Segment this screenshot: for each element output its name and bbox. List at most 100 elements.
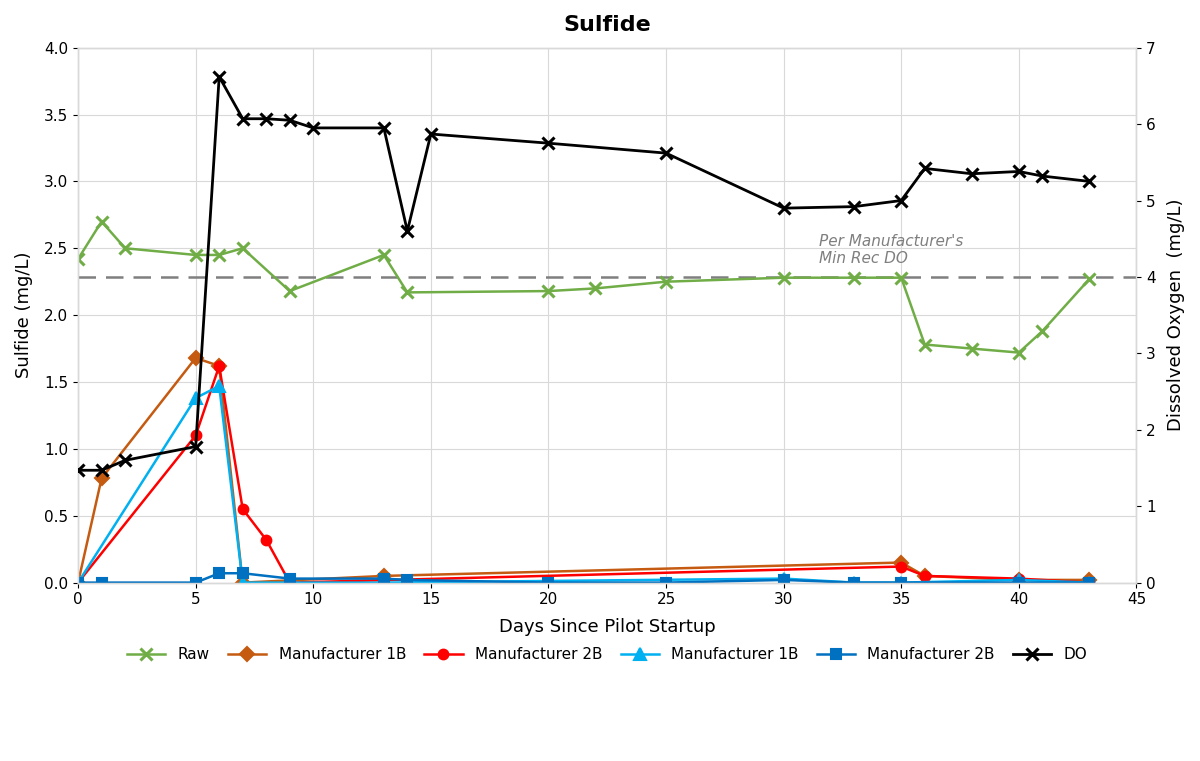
Text: Per Manufacturer's
Min Rec DO: Per Manufacturer's Min Rec DO (818, 234, 964, 266)
DO (95, 466, 109, 475)
DO (1036, 171, 1050, 180)
DO (659, 148, 673, 158)
Manufacturer 2B (235, 505, 250, 514)
Manufacturer 2B (71, 578, 85, 587)
DO (259, 114, 274, 123)
X-axis label: Days Since Pilot Startup: Days Since Pilot Startup (499, 619, 715, 636)
Manufacturer 2B (918, 572, 932, 581)
Raw (847, 273, 862, 282)
Legend: Raw, Manufacturer 1B, Manufacturer 2B, Manufacturer 1B, Manufacturer 2B, DO: Raw, Manufacturer 1B, Manufacturer 2B, M… (121, 642, 1093, 669)
Raw (1012, 348, 1026, 357)
Raw (965, 344, 979, 353)
DO (776, 204, 791, 213)
Manufacturer 1B (235, 578, 250, 587)
Line: Manufacturer 1B: Manufacturer 1B (72, 380, 1094, 588)
DO (1012, 167, 1026, 176)
DO (965, 169, 979, 178)
Manufacturer 1B (212, 381, 227, 390)
Manufacturer 2B (188, 578, 203, 587)
DO (235, 114, 250, 123)
DO (377, 123, 391, 132)
Manufacturer 2B (400, 575, 414, 584)
Raw (235, 244, 250, 253)
Raw (776, 273, 791, 282)
Line: Manufacturer 1B: Manufacturer 1B (73, 353, 1094, 587)
Manufacturer 2B (1012, 574, 1026, 583)
DO (71, 466, 85, 475)
Manufacturer 1B (894, 578, 908, 587)
Raw (894, 273, 908, 282)
Manufacturer 2B (1082, 578, 1097, 587)
Manufacturer 2B (71, 578, 85, 587)
Manufacturer 1B (894, 558, 908, 567)
Manufacturer 1B (282, 578, 296, 587)
Manufacturer 1B (847, 578, 862, 587)
Raw (282, 286, 296, 295)
Manufacturer 2B (188, 431, 203, 440)
Manufacturer 2B (776, 575, 791, 584)
DO (847, 202, 862, 212)
Manufacturer 2B (894, 562, 908, 571)
Line: Manufacturer 2B: Manufacturer 2B (73, 568, 1094, 587)
Manufacturer 1B (188, 393, 203, 403)
DO (118, 456, 132, 465)
Raw (1082, 275, 1097, 284)
DO (306, 123, 320, 132)
Manufacturer 2B (235, 568, 250, 578)
Manufacturer 2B (659, 578, 673, 587)
Manufacturer 1B (1082, 575, 1097, 584)
Raw (118, 244, 132, 253)
DO (918, 164, 932, 173)
Manufacturer 1B (71, 578, 85, 587)
Manufacturer 2B (212, 568, 227, 578)
Manufacturer 1B (776, 574, 791, 583)
Manufacturer 1B (918, 572, 932, 581)
Line: Manufacturer 2B: Manufacturer 2B (73, 361, 1094, 587)
Raw (400, 288, 414, 297)
Raw (188, 250, 203, 260)
Line: DO: DO (72, 71, 1096, 476)
Manufacturer 2B (541, 578, 556, 587)
Manufacturer 1B (212, 361, 227, 371)
Title: Sulfide: Sulfide (563, 15, 652, 35)
DO (212, 72, 227, 81)
Manufacturer 1B (1082, 578, 1097, 587)
DO (424, 129, 438, 139)
Raw (212, 250, 227, 260)
Manufacturer 2B (377, 574, 391, 583)
Raw (541, 286, 556, 295)
Manufacturer 2B (259, 535, 274, 544)
Manufacturer 1B (377, 578, 391, 587)
Raw (1036, 326, 1050, 336)
DO (1082, 177, 1097, 186)
Manufacturer 1B (377, 572, 391, 581)
Manufacturer 2B (95, 578, 109, 587)
Manufacturer 2B (282, 574, 296, 583)
Raw (588, 284, 602, 293)
Raw (95, 217, 109, 226)
Manufacturer 2B (1082, 578, 1097, 587)
Manufacturer 2B (1012, 578, 1026, 587)
Manufacturer 1B (1012, 575, 1026, 584)
Y-axis label: Dissolved Oxygen  (mg/L): Dissolved Oxygen (mg/L) (1168, 199, 1186, 431)
DO (400, 227, 414, 236)
Manufacturer 2B (847, 578, 862, 587)
Raw (377, 250, 391, 260)
DO (894, 196, 908, 205)
DO (188, 442, 203, 451)
Raw (918, 340, 932, 349)
DO (282, 116, 296, 125)
Manufacturer 1B (188, 353, 203, 362)
Line: Raw: Raw (72, 215, 1096, 359)
Manufacturer 1B (235, 578, 250, 587)
Manufacturer 1B (95, 474, 109, 483)
Manufacturer 2B (212, 361, 227, 371)
Manufacturer 1B (1012, 575, 1026, 584)
Manufacturer 1B (71, 578, 85, 587)
Raw (659, 277, 673, 286)
DO (541, 139, 556, 148)
Raw (71, 254, 85, 263)
Manufacturer 2B (894, 578, 908, 587)
Manufacturer 2B (282, 578, 296, 587)
Y-axis label: Sulfide (mg/L): Sulfide (mg/L) (14, 252, 32, 378)
